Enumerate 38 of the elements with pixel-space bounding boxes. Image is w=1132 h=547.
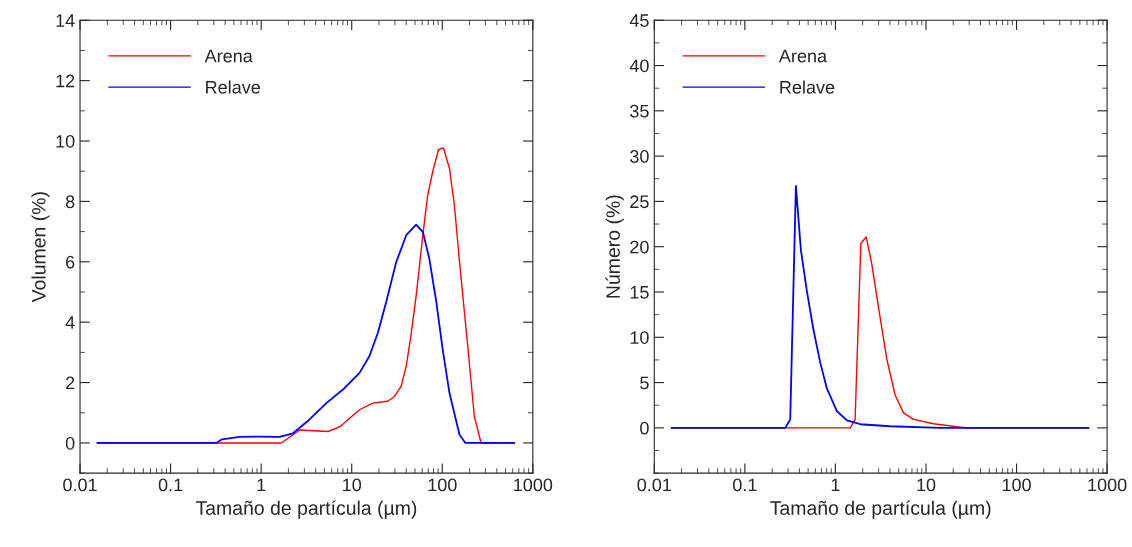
legend-label: Relave: [206, 80, 261, 94]
legend-label: Relave: [780, 80, 835, 94]
x-tick-label: 0.01: [637, 478, 671, 492]
x-tick-label: 1: [257, 478, 266, 492]
y-tick-label: 8: [65, 195, 75, 209]
y-tick-label: 4: [65, 316, 75, 329]
y-tick-label: 25: [630, 195, 649, 209]
y-tick-label: 14: [56, 14, 75, 27]
x-tick-label: 1000: [514, 478, 553, 492]
x-tick-label: 1: [831, 478, 840, 492]
y-tick-label: 45: [629, 14, 649, 27]
y-tick-label: 2: [66, 376, 75, 390]
y-tick-label: 6: [66, 255, 75, 269]
y-axis-title: Número (%): [605, 195, 624, 298]
y-tick-label: 0: [65, 436, 75, 450]
y-tick-label: 12: [56, 74, 75, 88]
y-tick-label: 10: [630, 331, 649, 344]
y-axis-title: Volumen (%): [31, 192, 50, 303]
y-tick-label: 10: [56, 134, 75, 148]
x-tick-label: 100: [428, 478, 457, 492]
x-tick-label: 10: [343, 478, 362, 492]
x-axis-title: Tamaño de partícula (µm): [195, 500, 417, 519]
y-tick-label: 15: [630, 286, 649, 299]
legend-label: Arena: [204, 49, 253, 63]
y-tick-label: 40: [629, 59, 649, 73]
y-tick-label: 30: [630, 150, 649, 163]
x-tick-label: 0.1: [733, 478, 757, 492]
x-tick-label: 0.01: [63, 478, 97, 492]
x-tick-label: 1000: [1088, 478, 1127, 492]
x-tick-label: 100: [1002, 478, 1031, 492]
x-tick-label: 0.1: [158, 478, 183, 492]
y-tick-label: 35: [630, 104, 649, 118]
legend-label: Arena: [778, 49, 828, 63]
y-tick-label: 20: [630, 240, 649, 254]
y-tick-label: 0: [640, 421, 649, 435]
x-axis-title: Tamaño de partícula (µm): [770, 500, 991, 519]
y-tick-label: 5: [640, 376, 649, 390]
x-tick-label: 10: [917, 478, 936, 492]
